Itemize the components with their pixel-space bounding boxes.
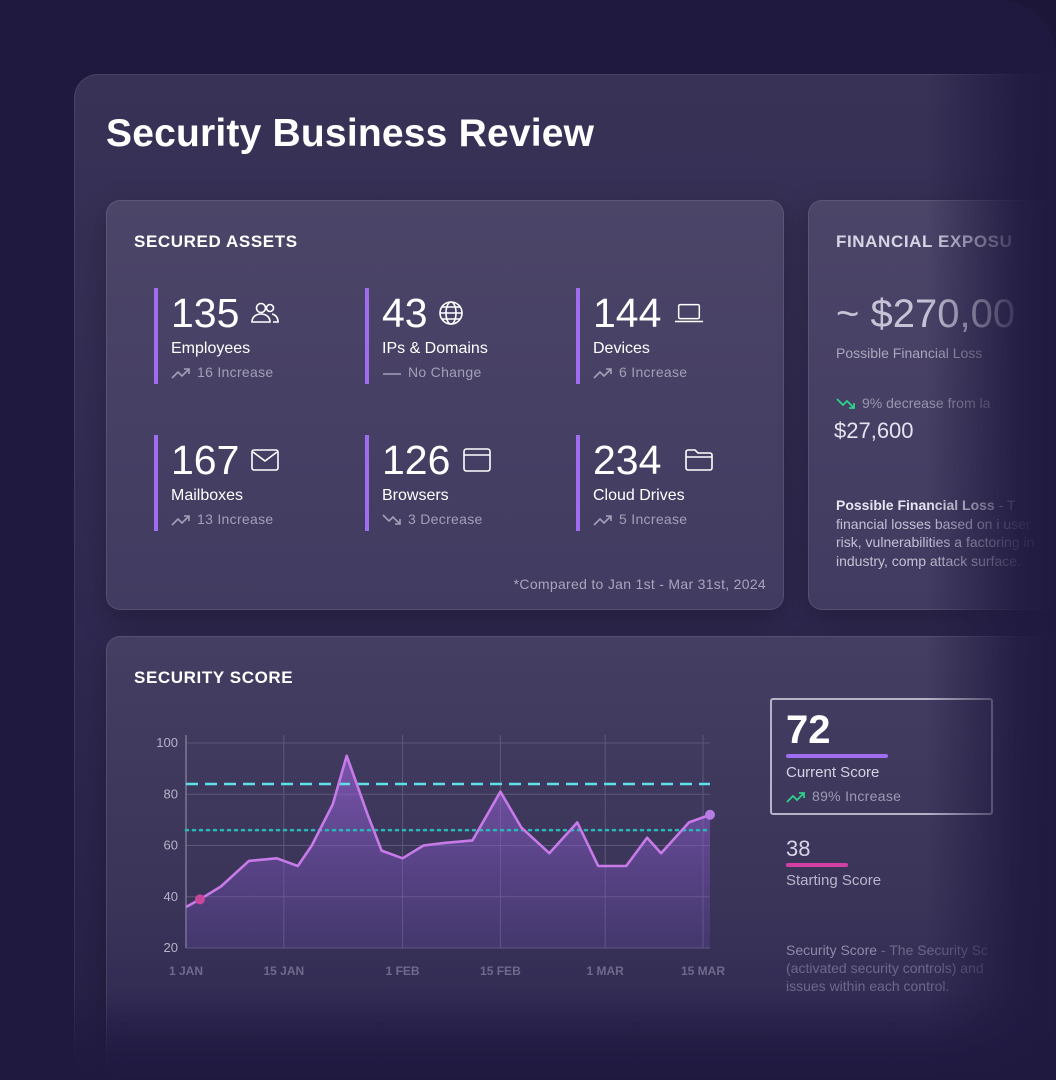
- starting-score-underline: [786, 863, 848, 867]
- current-marker: [705, 809, 715, 820]
- stat-change-text: 16 Increase: [197, 364, 274, 380]
- x-tick-label: 1 FEB: [386, 964, 420, 978]
- y-tick-label: 20: [164, 940, 178, 955]
- trend-up-icon: [171, 515, 190, 526]
- financial-description-bold: Possible Financial Loss: [836, 497, 995, 513]
- mail-icon: [251, 449, 279, 471]
- stat-change: 3 Decrease: [382, 511, 483, 527]
- y-tick-label: 80: [164, 786, 178, 801]
- financial-loss-value: ~ $270,00: [836, 292, 1016, 336]
- stat-value: 167: [171, 437, 240, 483]
- stat-devices[interactable]: 144 Devices 6 Increase: [576, 288, 756, 384]
- trend-up-icon: [593, 368, 612, 379]
- financial-description: Possible Financial Loss - T financial lo…: [836, 496, 1056, 570]
- stat-value: 144: [593, 290, 662, 336]
- y-tick-label: 40: [164, 889, 178, 904]
- start-marker: [194, 894, 205, 905]
- trend-down-icon: [382, 514, 401, 525]
- stat-change: 16 Increase: [171, 364, 273, 380]
- stat-change-text: 13 Increase: [197, 511, 274, 527]
- financial-exposure-card: FINANCIAL EXPOSU ~ $270,00 Possible Fina…: [808, 200, 1056, 610]
- x-tick-label: 15 MAR: [681, 964, 725, 978]
- trend-up-icon: [593, 515, 612, 526]
- stat-ips-domains[interactable]: 43 IPs & Domains No Change: [365, 288, 545, 384]
- users-icon: [251, 302, 279, 323]
- stat-value: 126: [382, 437, 451, 483]
- globe-icon: [439, 301, 463, 325]
- folder-icon: [685, 449, 713, 471]
- trend-down-icon: [836, 398, 855, 409]
- y-tick-label: 100: [156, 735, 178, 750]
- stat-label: IPs & Domains: [382, 340, 488, 357]
- stat-change-text: 3 Decrease: [408, 511, 483, 527]
- x-tick-label: 1 JAN: [169, 964, 203, 978]
- stat-value: 234: [593, 437, 662, 483]
- x-tick-label: 1 MAR: [587, 964, 625, 978]
- stat-change-text: No Change: [408, 364, 482, 380]
- financial-change: 9% decrease from la: [836, 395, 990, 411]
- stat-employees[interactable]: 135 Employees 16 Increase: [154, 288, 334, 384]
- security-score-chart: 20 40 60 80 100 1 JAN 15 JAN 1 FEB 15 FEB 1 MAR 15…: [156, 735, 725, 978]
- no-change-icon: [383, 373, 401, 375]
- comparison-footnote: *Compared to Jan 1st - Mar 31st, 2024: [513, 576, 766, 592]
- financial-change-text: 9% decrease from la: [862, 395, 991, 411]
- secured-assets-card: SECURED ASSETS 135 Employees 16 Increase…: [106, 200, 784, 610]
- financial-amount: $27,600: [834, 418, 914, 443]
- trend-up-icon: [786, 792, 805, 803]
- stat-change: 13 Increase: [171, 511, 273, 527]
- current-score-label: Current Score: [786, 764, 880, 781]
- page-title: Security Business Review: [106, 112, 595, 155]
- financial-exposure-title: FINANCIAL EXPOSU: [836, 232, 1013, 251]
- stat-change-text: 5 Increase: [619, 511, 688, 527]
- current-score-change-text: 89% Increase: [812, 788, 902, 804]
- x-tick-label: 15 FEB: [480, 964, 521, 978]
- stat-label: Browsers: [382, 487, 449, 504]
- stat-change: No Change: [382, 364, 482, 380]
- score-line: [185, 754, 711, 909]
- stat-label: Cloud Drives: [593, 487, 685, 504]
- stat-cloud-drives[interactable]: 234 Cloud Drives 5 Increase: [576, 435, 756, 531]
- stat-value: 43: [382, 290, 428, 336]
- stat-label: Devices: [593, 340, 650, 357]
- stat-change: 6 Increase: [593, 364, 687, 380]
- laptop-icon: [674, 303, 704, 323]
- stat-value: 135: [171, 290, 240, 336]
- current-score-change: 89% Increase: [786, 788, 901, 804]
- current-score-box[interactable]: 72 Current Score 89% Increase: [770, 698, 993, 815]
- security-score-description: Security Score - The Security Sc (activa…: [786, 941, 1026, 995]
- secured-assets-title: SECURED ASSETS: [134, 232, 298, 251]
- stat-change: 5 Increase: [593, 511, 687, 527]
- y-tick-label: 60: [164, 838, 178, 853]
- stat-change-text: 6 Increase: [619, 364, 688, 380]
- financial-loss-label: Possible Financial Loss: [836, 345, 983, 361]
- current-score-underline: [786, 754, 888, 758]
- x-tick-label: 15 JAN: [263, 964, 304, 978]
- stat-label: Mailboxes: [171, 487, 244, 504]
- trend-up-icon: [171, 368, 190, 379]
- score-area: [186, 755, 710, 948]
- stat-label: Employees: [171, 340, 251, 357]
- stat-mailboxes[interactable]: 167 Mailboxes 13 Increase: [154, 435, 334, 531]
- current-score-value: 72: [786, 708, 831, 752]
- browser-window-icon: [463, 448, 491, 472]
- security-score-description-bold: Security Score: [786, 942, 878, 958]
- stat-browsers[interactable]: 126 Browsers 3 Decrease: [365, 435, 545, 531]
- starting-score-label: Starting Score: [786, 872, 882, 889]
- security-score-title: SECURITY SCORE: [134, 668, 294, 687]
- starting-score-value: 38: [786, 836, 811, 861]
